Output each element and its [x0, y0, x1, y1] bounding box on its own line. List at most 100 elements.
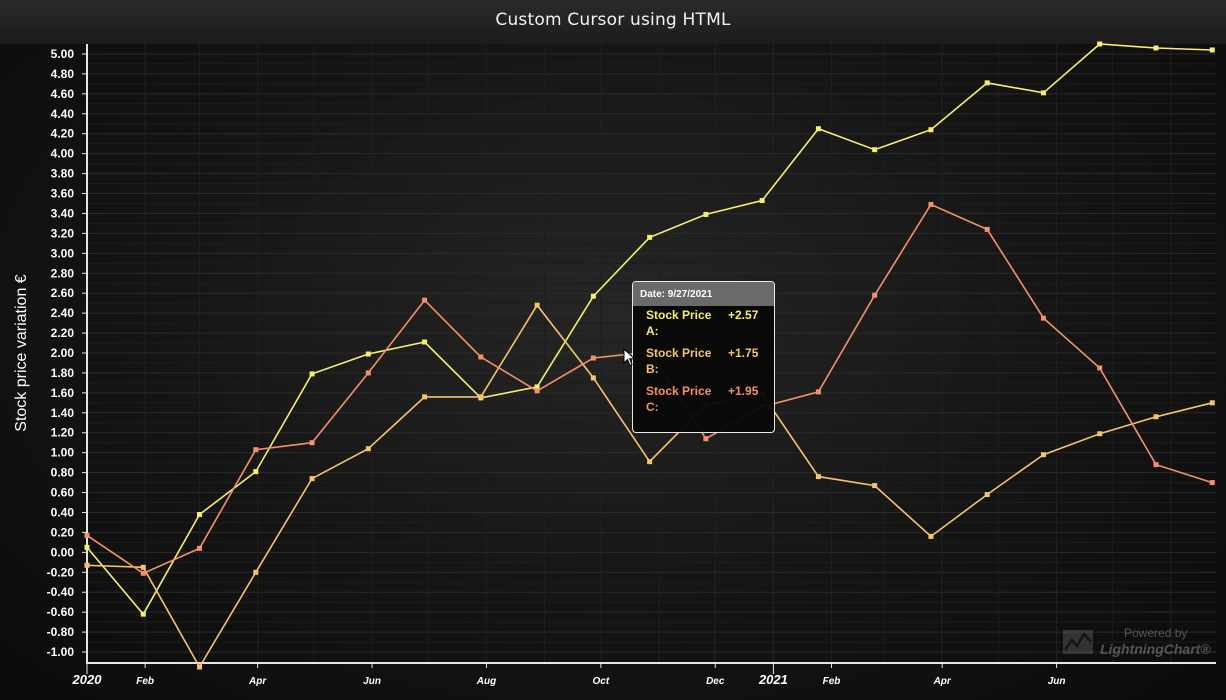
data-point [590, 293, 596, 299]
data-point [872, 147, 878, 153]
data-point [590, 375, 596, 381]
y-tick-label: -0.40 [47, 585, 75, 599]
data-point [872, 292, 878, 298]
data-point [590, 355, 596, 361]
y-tick-label: 0.60 [51, 486, 75, 500]
data-point [1209, 480, 1215, 486]
tooltip-row-b: Stock Price B: +1.75 [633, 345, 774, 382]
data-point [365, 446, 371, 452]
y-tick-label: 0.40 [51, 505, 75, 519]
grid-lines [86, 44, 1216, 662]
data-point [140, 611, 146, 617]
data-point [253, 469, 259, 475]
axes: 5.00 4.80 4.60 4.40 4.20 4.00 3.80 3.60 3.40 3.20… [47, 44, 1216, 687]
y-tick-label: 0.00 [51, 545, 75, 559]
y-tick-label: 3.40 [51, 206, 75, 220]
data-point [534, 388, 540, 394]
data-point [365, 370, 371, 376]
x-tick-label: 2021 [758, 672, 788, 687]
data-point [928, 201, 934, 207]
tooltip-value-b: +1.75 [728, 346, 759, 360]
y-tick-label: 3.60 [51, 187, 75, 201]
y-tick-label: 1.20 [51, 426, 75, 440]
y-tick-label: 1.80 [51, 366, 75, 380]
y-tick-label: 4.20 [51, 127, 75, 141]
x-tick-label: Feb [823, 676, 841, 687]
y-tick-label: 3.20 [51, 226, 75, 240]
data-point [478, 394, 484, 400]
data-point [647, 234, 653, 240]
data-point [647, 459, 653, 465]
data-point [815, 389, 821, 395]
data-point [984, 226, 990, 232]
tooltip-label-c: Stock Price C: [646, 384, 712, 414]
tooltip-value-a: +2.57 [728, 308, 759, 322]
data-point [984, 492, 990, 498]
x-tick-label: Dec [706, 676, 725, 687]
data-point [815, 126, 821, 132]
y-tick-label: 2.00 [51, 346, 75, 360]
data-point [1153, 414, 1159, 420]
y-tick-label: 0.20 [51, 525, 75, 539]
y-tick-label: 3.00 [51, 246, 75, 260]
tooltip-value-c: +1.95 [728, 384, 759, 398]
y-tick-label: 2.60 [51, 286, 75, 300]
x-tick-label: Feb [136, 676, 154, 687]
y-tick-label: 1.40 [51, 406, 75, 420]
x-tick-label: 2020 [72, 672, 103, 687]
data-point [1040, 90, 1046, 96]
data-point [815, 474, 821, 480]
data-point [759, 197, 765, 203]
cursor-tooltip: Date: 9/27/2021 Stock Price A: +2.57 Sto… [632, 281, 775, 433]
data-point [984, 80, 990, 86]
data-point [534, 384, 540, 390]
y-tick-label: 2.20 [51, 326, 75, 340]
data-point [422, 394, 428, 400]
data-point [253, 569, 259, 575]
tooltip-label-a: Stock Price A: [646, 308, 712, 338]
y-tick-label: 2.80 [51, 266, 75, 280]
y-tick-label: 2.40 [51, 306, 75, 320]
data-point [84, 562, 90, 568]
y-tick-label: 4.40 [51, 107, 75, 121]
data-point [140, 570, 146, 576]
x-tick-label: Aug [476, 676, 496, 687]
data-point [703, 436, 709, 442]
data-point [422, 339, 428, 345]
watermark-powered-by: Powered by [1124, 626, 1188, 640]
tooltip-date: Date: 9/27/2021 [633, 282, 774, 306]
data-point [84, 532, 90, 538]
data-point [1153, 462, 1159, 468]
data-point [1097, 365, 1103, 371]
data-point [1040, 315, 1046, 321]
data-point [422, 297, 428, 303]
x-tick-label: Oct [593, 676, 610, 687]
data-point [534, 302, 540, 308]
data-point [928, 127, 934, 133]
tooltip-row-a: Stock Price A: +2.57 [633, 307, 774, 344]
y-tick-label: 1.60 [51, 386, 75, 400]
data-point [365, 351, 371, 357]
data-point [703, 211, 709, 217]
y-tick-label: 0.80 [51, 466, 75, 480]
data-point [1040, 452, 1046, 458]
tooltip-row-c: Stock Price C: +1.95 [633, 383, 774, 420]
data-point [478, 354, 484, 360]
data-point [140, 564, 146, 570]
chart-title: Custom Cursor using HTML [495, 10, 731, 30]
y-tick-label: 4.00 [51, 147, 75, 161]
y-tick-label: 4.80 [51, 67, 75, 81]
data-point [872, 483, 878, 489]
lightningchart-logo-icon [1063, 630, 1093, 654]
data-point [197, 664, 203, 670]
data-point [928, 533, 934, 539]
y-tick-label: -0.60 [47, 605, 75, 619]
data-point [84, 544, 90, 550]
x-tick-label: Apr [248, 676, 267, 687]
data-point [309, 371, 315, 377]
x-tick-label: Apr [933, 676, 952, 687]
data-point [309, 440, 315, 446]
y-tick-label: 1.00 [51, 446, 75, 460]
y-tick-label: -1.00 [47, 645, 75, 659]
